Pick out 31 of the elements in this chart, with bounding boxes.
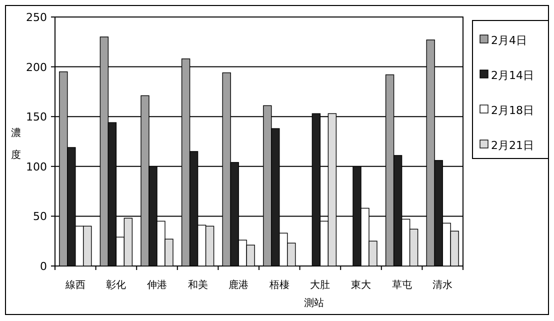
y-tick-label: 150	[26, 110, 47, 124]
x-tick-label: 鹿港	[228, 279, 249, 291]
legend-label: 2月4日	[491, 34, 527, 47]
bar	[320, 220, 329, 266]
bar	[156, 220, 166, 266]
legend-label: 2月14日	[491, 69, 534, 82]
x-tick-label: 草屯	[392, 279, 412, 291]
y-tick-label: 200	[26, 60, 47, 74]
y-tick-label: 0	[40, 260, 47, 273]
x-tick-label: 伸港	[147, 279, 167, 291]
x-tick-label: 清水	[432, 279, 453, 291]
y-tick-label: 250	[26, 11, 47, 24]
y-axis-title: 濃度	[11, 127, 21, 161]
bar	[75, 226, 84, 266]
bar	[279, 232, 288, 266]
bar	[197, 224, 206, 266]
legend-label: 2月18日	[491, 104, 534, 117]
x-tick-label: 大肚	[310, 279, 330, 291]
legend-label: 2月21日	[491, 139, 534, 152]
y-tick-label: 50	[33, 210, 47, 224]
x-tick-label: 和美	[188, 279, 208, 291]
bar	[401, 218, 410, 266]
x-tick-label: 東大	[351, 279, 371, 291]
y-tick-label: 100	[26, 160, 47, 174]
bar	[238, 240, 247, 266]
x-tick-label: 梧棲	[268, 279, 290, 291]
x-tick-label: 線西	[64, 280, 86, 291]
bar	[442, 222, 451, 266]
x-axis-title: 測站	[304, 297, 324, 309]
x-tick-label: 彰化	[106, 279, 126, 291]
bar	[116, 236, 125, 266]
